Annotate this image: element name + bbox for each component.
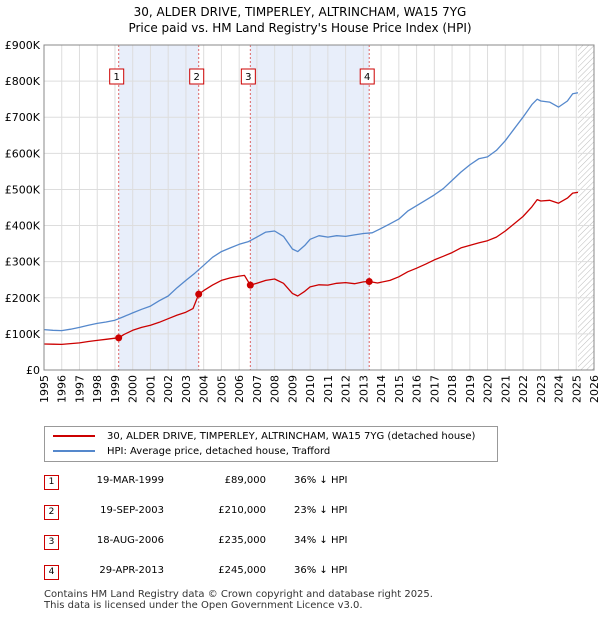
sale-hpi-diff: 23% ↓ HPI xyxy=(294,505,348,516)
x-tick-label: 2018 xyxy=(446,375,459,403)
sale-date: 19-SEP-2003 xyxy=(100,505,164,516)
y-tick-label: £100K xyxy=(5,328,41,341)
sale-number-badge: 2 xyxy=(44,505,59,520)
sale-number-badge: 3 xyxy=(44,535,59,550)
sale-price: £89,000 xyxy=(224,475,266,486)
x-tick-label: 1999 xyxy=(109,375,122,403)
y-tick-label: £200K xyxy=(5,292,41,305)
sale-date: 18-AUG-2006 xyxy=(96,535,164,546)
x-tick-label: 1996 xyxy=(56,375,69,403)
sale-date: 19-MAR-1999 xyxy=(96,475,164,486)
x-tick-label: 2004 xyxy=(198,375,211,403)
legend-item-property: 30, ALDER DRIVE, TIMPERLEY, ALTRINCHAM, … xyxy=(53,430,475,444)
x-tick-label: 1997 xyxy=(73,375,86,403)
sale-number-box xyxy=(240,68,256,85)
x-tick-label: 2011 xyxy=(322,375,335,403)
legend-label-hpi: HPI: Average price, detached house, Traf… xyxy=(107,446,331,457)
legend-label-property: 30, ALDER DRIVE, TIMPERLEY, ALTRINCHAM, … xyxy=(107,431,476,442)
sale-point xyxy=(195,290,203,298)
x-tick-label: 2021 xyxy=(499,375,512,403)
x-tick-label: 2017 xyxy=(428,375,441,403)
sale-hpi-diff: 36% ↓ HPI xyxy=(294,475,348,486)
sale-number-badge: 1 xyxy=(44,475,59,490)
x-tick-label: 2007 xyxy=(251,375,264,403)
sale-price: £245,000 xyxy=(218,565,266,576)
sale-price: £235,000 xyxy=(218,535,266,546)
x-tick-label: 2025 xyxy=(570,375,583,403)
x-tick-label: 2010 xyxy=(304,375,317,403)
x-tick-label: 2005 xyxy=(215,375,228,403)
x-tick-label: 2008 xyxy=(269,375,282,403)
sale-date: 29-APR-2013 xyxy=(99,565,164,576)
sale-number-label: 2 xyxy=(194,72,200,83)
footer-copyright: Contains HM Land Registry data © Crown c… xyxy=(44,589,433,600)
chart-legend: 30, ALDER DRIVE, TIMPERLEY, ALTRINCHAM, … xyxy=(44,426,498,462)
x-tick-label: 2012 xyxy=(340,375,353,403)
footer-attribution: Contains HM Land Registry data © Crown c… xyxy=(44,589,433,611)
price-chart: 1 2 3 4 £0 £100K £200K £300K £400K £500K £600K £70… xyxy=(5,39,600,403)
sale-number-badge: 4 xyxy=(44,565,59,580)
x-tick-label: 2019 xyxy=(464,375,477,403)
sale-number-label: 3 xyxy=(245,72,251,83)
sale-hpi-diff: 36% ↓ HPI xyxy=(294,565,348,576)
x-tick-label: 2026 xyxy=(588,375,600,403)
x-tick-label: 2022 xyxy=(517,375,530,403)
x-tick-label: 2014 xyxy=(375,375,388,403)
shaded-range xyxy=(118,45,199,370)
y-tick-label: £800K xyxy=(5,75,41,88)
y-tick-label: £900K xyxy=(5,39,41,52)
sale-price: £210,000 xyxy=(218,505,266,516)
y-tick-label: £0 xyxy=(26,364,40,377)
forecast-hatch xyxy=(578,45,594,370)
sale-number-box xyxy=(109,68,125,85)
chart-subtitle: Price paid vs. HM Land Registry's House … xyxy=(128,21,472,35)
sale-point xyxy=(365,278,373,286)
series-line-hpi xyxy=(43,92,579,332)
y-tick-label: £600K xyxy=(5,147,41,160)
x-tick-label: 2015 xyxy=(393,375,406,403)
y-tick-label: £300K xyxy=(5,256,41,269)
footer-licence: This data is licensed under the Open Gov… xyxy=(44,600,363,611)
y-tick-label: £400K xyxy=(5,220,41,233)
legend-swatch-hpi xyxy=(53,450,95,452)
chart-title: 30, ALDER DRIVE, TIMPERLEY, ALTRINCHAM, … xyxy=(133,5,467,19)
x-tick-label: 2013 xyxy=(357,375,370,403)
sale-number-label: 1 xyxy=(114,72,120,83)
sale-point xyxy=(246,281,254,289)
sale-number-box xyxy=(359,68,375,85)
x-tick-label: 2024 xyxy=(553,375,566,403)
y-tick-label: £500K xyxy=(5,183,41,196)
legend-item-hpi: HPI: Average price, detached house, Traf… xyxy=(53,445,330,459)
x-tick-label: 2023 xyxy=(535,375,548,403)
x-tick-label: 2001 xyxy=(144,375,157,403)
x-tick-label: 2009 xyxy=(286,375,299,403)
x-tick-label: 2000 xyxy=(127,375,140,403)
y-tick-label: £700K xyxy=(5,111,41,124)
sale-number-label: 4 xyxy=(364,72,370,83)
x-tick-label: 2003 xyxy=(180,375,193,403)
sale-hpi-diff: 34% ↓ HPI xyxy=(294,535,348,546)
sale-number-box xyxy=(189,68,205,85)
x-tick-label: 2002 xyxy=(162,375,175,403)
x-tick-label: 2006 xyxy=(233,375,246,403)
plot-frame xyxy=(43,44,595,371)
x-tick-label: 1995 xyxy=(38,375,51,403)
legend-swatch-property xyxy=(53,435,95,437)
series-line-property xyxy=(43,191,579,346)
x-tick-label: 2020 xyxy=(482,375,495,403)
x-tick-label: 2016 xyxy=(411,375,424,403)
sale-point xyxy=(115,334,123,342)
x-tick-label: 1998 xyxy=(91,375,104,403)
